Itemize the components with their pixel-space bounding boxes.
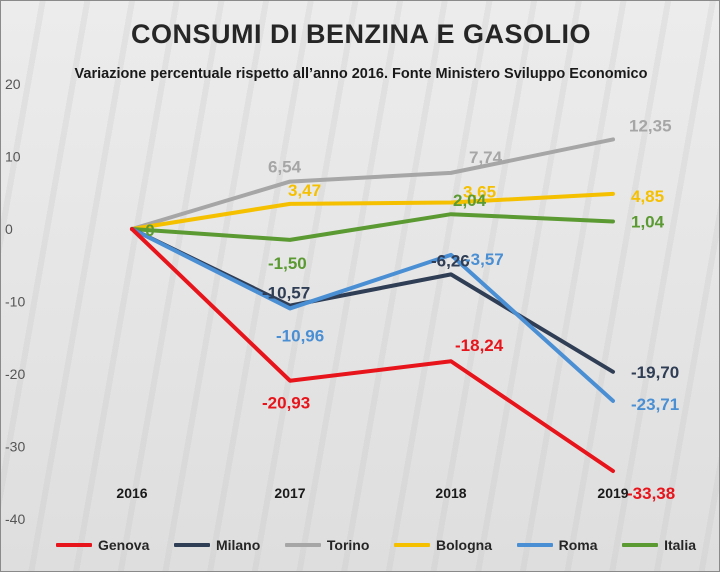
legend-label: Bologna [436, 537, 492, 553]
legend-swatch [173, 543, 210, 547]
data-label-milano: -6,26 [431, 251, 470, 270]
data-label-italia: -1,50 [268, 254, 307, 273]
legend-swatch [622, 543, 659, 547]
legend-item-milano: Milano [173, 537, 261, 553]
chart-title: CONSUMI DI BENZINA E GASOLIO [130, 19, 591, 49]
series-line-roma [130, 227, 615, 403]
data-label-torino: 12,35 [629, 116, 672, 135]
data-label-bologna: 3,65 [463, 183, 496, 202]
data-label-bologna: 4,85 [631, 187, 664, 206]
legend-item-italia: Italia [622, 537, 696, 553]
legend-label: Milano [215, 537, 261, 553]
y-tick-label: -30 [5, 439, 25, 455]
series-line-italia [130, 212, 615, 242]
legend-swatch [284, 543, 321, 547]
y-tick-label: 10 [5, 149, 21, 165]
data-label-roma: -10,96 [276, 326, 324, 345]
data-label-genova: -33,38 [627, 484, 675, 503]
data-label-italia: 2,04 [453, 191, 487, 210]
x-tick-label: 2019 [597, 485, 628, 501]
legend-label: Italia [664, 537, 696, 553]
legend-item-roma: Roma [516, 537, 598, 553]
data-label-genova: -18,24 [455, 336, 504, 355]
data-label-milano: -19,70 [631, 363, 679, 382]
chart-legend: Genova Milano Torino Bologna Roma Italia [56, 534, 696, 556]
legend-label: Roma [558, 537, 598, 553]
legend-swatch [516, 543, 553, 547]
x-tick-label: 2018 [435, 485, 466, 501]
series-line-bologna [130, 191, 615, 231]
x-tick-label: 2016 [116, 485, 147, 501]
legend-item-genova: Genova [56, 537, 149, 553]
series-line-torino [130, 137, 615, 231]
data-label-milano: -10,57 [262, 284, 310, 303]
legend-swatch [56, 543, 92, 547]
chart-subtitle: Variazione percentuale rispetto all’anno… [74, 66, 648, 82]
y-tick-label: 20 [5, 76, 21, 92]
data-label-torino: 7,74 [469, 148, 503, 167]
y-tick-label: -40 [5, 511, 25, 527]
data-label-roma: -23,71 [631, 395, 679, 414]
y-tick-label: 0 [5, 221, 13, 237]
data-label-bologna: 3,47 [288, 181, 321, 200]
data-label-italia: 1,04 [631, 212, 665, 231]
legend-item-bologna: Bologna [394, 537, 492, 553]
data-label-genova: -20,93 [262, 394, 310, 413]
legend-label: Torino [326, 537, 370, 553]
y-tick-label: -20 [5, 366, 25, 382]
y-tick-label: -10 [5, 294, 25, 310]
series-line-genova [130, 227, 615, 474]
data-label-italia: 0 [145, 221, 154, 240]
legend-swatch [394, 543, 430, 547]
legend-item-torino: Torino [284, 537, 370, 553]
x-tick-label: 2017 [274, 485, 305, 501]
legend-label: Genova [98, 537, 150, 553]
data-label-roma: -3,57 [465, 250, 504, 269]
data-label-torino: 6,54 [268, 158, 302, 177]
